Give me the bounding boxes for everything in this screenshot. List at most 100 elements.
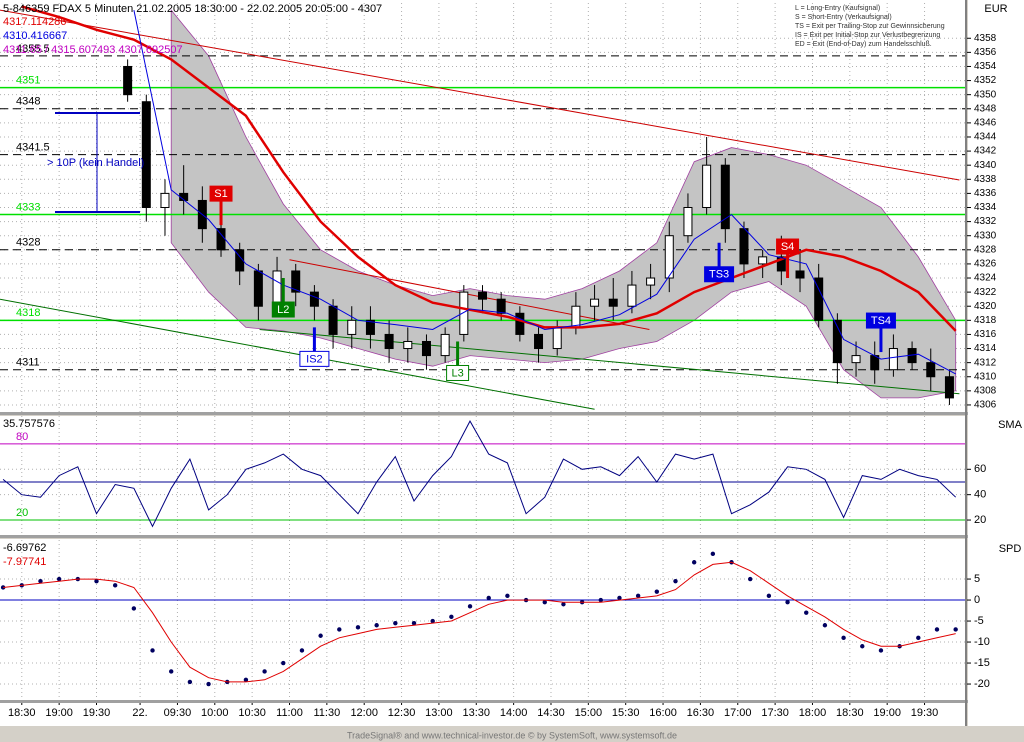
indicator-dot [953, 627, 958, 632]
x-tick-label: 15:30 [612, 707, 640, 719]
right-axis-area [968, 0, 1024, 726]
signal-label: IS2 [306, 353, 323, 365]
indicator-dot [542, 599, 547, 605]
indicator-dot [934, 627, 940, 632]
indicator-line [2, 420, 957, 528]
level-label: 4341.5 [16, 142, 50, 154]
x-tick-label: 13:30 [463, 707, 491, 719]
indicator-dot [38, 578, 43, 584]
candle-body [683, 207, 693, 237]
trend-line [259, 329, 960, 395]
signal-label: S4 [781, 241, 794, 253]
indicator-dot [281, 660, 286, 666]
indicator-dot [94, 578, 99, 584]
y-tick-label: 4310 [974, 371, 997, 382]
indicator-dot [691, 560, 697, 565]
y-tick-label: -10 [974, 636, 990, 648]
labels: 4306 4308 4310 4312 4314 4316 4318 4320 4322 4324… [0, 0, 997, 726]
axis-label: EUR [984, 3, 1007, 15]
y-tick-label: 4312 [974, 357, 997, 368]
indicator-line [133, 9, 956, 375]
x-tick-label: 17:00 [724, 707, 752, 719]
indicator-dot [262, 669, 267, 674]
indicator-dot [411, 620, 417, 626]
indicator-dot [243, 677, 249, 683]
y-tick-label: 4354 [974, 61, 997, 72]
indicator-dot [654, 589, 660, 594]
legend-note: TS = Exit per Trailing-Stop zur Gewinnsi… [795, 23, 945, 30]
candle-body [608, 298, 618, 307]
candle-body [739, 228, 749, 265]
x-tick-label: 18:30 [836, 707, 864, 719]
candle-body [440, 333, 450, 357]
y-tick-label: 4342 [974, 146, 997, 157]
indicator-dot [206, 681, 211, 687]
candle-body [627, 284, 637, 307]
indicator-dot [748, 576, 753, 582]
y-tick-label: 4340 [974, 160, 997, 171]
chart-title: 5-846359 FDAX 5 Minuten 21.02.2005 18:30… [3, 3, 382, 15]
x-tick-label: 11:00 [276, 707, 303, 719]
candle-body [328, 305, 338, 335]
x-tick-label: 18:30 [8, 707, 36, 719]
y-tick-label: 4330 [974, 230, 997, 241]
y-tick-label: 4350 [974, 89, 997, 100]
y-tick-label: 0 [974, 594, 980, 606]
indicator-dot [112, 583, 118, 588]
legend-note: ED = Exit (End-of-Day) zum Handelsschluß… [795, 41, 932, 48]
indicator-dot [131, 606, 137, 611]
indicator-dot [766, 593, 772, 599]
signal-box [865, 312, 896, 329]
indicator-dot [318, 633, 323, 638]
candle-body [403, 340, 413, 350]
indicator-dot [374, 623, 379, 628]
candle-body [888, 348, 898, 371]
x-tick-label: 19:30 [911, 707, 939, 719]
level-label: 80 [16, 431, 28, 443]
indicator-dot [804, 610, 809, 615]
level-label: 20 [16, 507, 28, 519]
level-label: 4333 [16, 201, 40, 213]
indicator-dot [169, 669, 174, 674]
x-tick-label: 12:30 [388, 707, 416, 719]
indicator-dot [505, 593, 510, 599]
sma-plot [0, 416, 965, 534]
y-tick-label: 4344 [974, 132, 997, 143]
x-tick-label: 16:30 [687, 707, 715, 719]
y-tick-label: 40 [974, 489, 986, 501]
signal-label: L3 [451, 367, 463, 379]
y-tick-label: 4358 [974, 33, 997, 44]
signal-box [776, 238, 800, 255]
candle-body [347, 319, 357, 335]
indicator-dot [486, 595, 491, 601]
x-tick-label: 11:30 [313, 707, 340, 719]
indicator-dot [916, 635, 921, 641]
indicator-dot [822, 623, 828, 628]
candle-body [421, 340, 431, 357]
x-tick-label: 19:00 [45, 707, 73, 719]
indicator-dot [393, 620, 398, 626]
x-tick-label: 14:00 [500, 707, 528, 719]
signal-box [209, 185, 233, 202]
candle-body [384, 333, 394, 350]
sma-panel [0, 416, 965, 535]
axis-label: SPD [999, 543, 1022, 555]
candle-body [758, 256, 768, 265]
candle-body [253, 270, 263, 307]
x-tick-label: 09:30 [164, 707, 192, 719]
spd-plot [0, 540, 965, 700]
indicator-dot [860, 644, 865, 649]
signal-box [299, 350, 330, 367]
y-tick-label: 5 [974, 573, 980, 585]
y-tick-label: 4320 [974, 301, 997, 312]
y-tick-label: 4326 [974, 259, 997, 270]
candle-body [534, 333, 544, 350]
y-tick-label: 4356 [974, 47, 997, 58]
indicator-line [3, 561, 956, 683]
candle-body [291, 270, 301, 293]
candle-body [216, 228, 226, 251]
indicator-dot [337, 627, 342, 632]
candle-body [720, 164, 730, 230]
indicator-dot [673, 578, 678, 584]
